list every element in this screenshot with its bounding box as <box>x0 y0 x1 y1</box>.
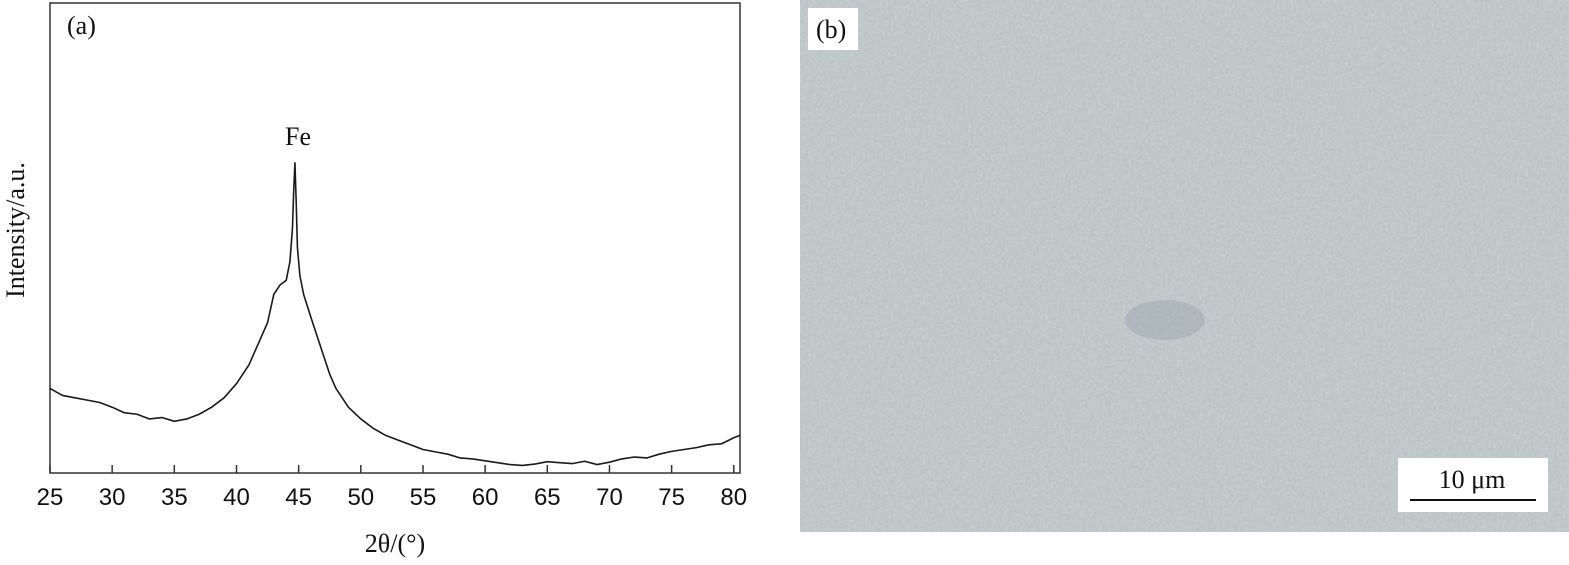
x-tick-label: 40 <box>223 484 250 511</box>
scale-bar-box <box>1398 458 1548 512</box>
x-axis-label: 2θ/(°) <box>365 529 425 558</box>
panel-label: (b) <box>816 15 846 44</box>
x-tick-label: 50 <box>347 484 374 511</box>
x-tick-label: 30 <box>99 484 126 511</box>
x-tick-label: 35 <box>161 484 188 511</box>
plot-frame <box>49 2 741 474</box>
y-axis-label: Intensity/a.u. <box>1 162 30 298</box>
x-tick-label: 80 <box>720 484 747 511</box>
x-tick-label: 70 <box>596 484 623 511</box>
data-line <box>49 162 741 467</box>
sem-texture <box>800 0 1569 532</box>
x-tick-label: 75 <box>658 484 685 511</box>
x-tick-label: 45 <box>285 484 312 511</box>
label-box <box>808 8 858 50</box>
peak-annotation: Fe <box>285 122 311 151</box>
panel-label: (a) <box>67 11 96 40</box>
sem-feature <box>1125 300 1205 340</box>
scale-bar-label: 10 μm <box>1439 465 1506 494</box>
x-tick-label: 55 <box>410 484 437 511</box>
x-tick-label: 60 <box>472 484 499 511</box>
x-tick-label: 25 <box>37 484 64 511</box>
x-tick-label: 65 <box>534 484 561 511</box>
